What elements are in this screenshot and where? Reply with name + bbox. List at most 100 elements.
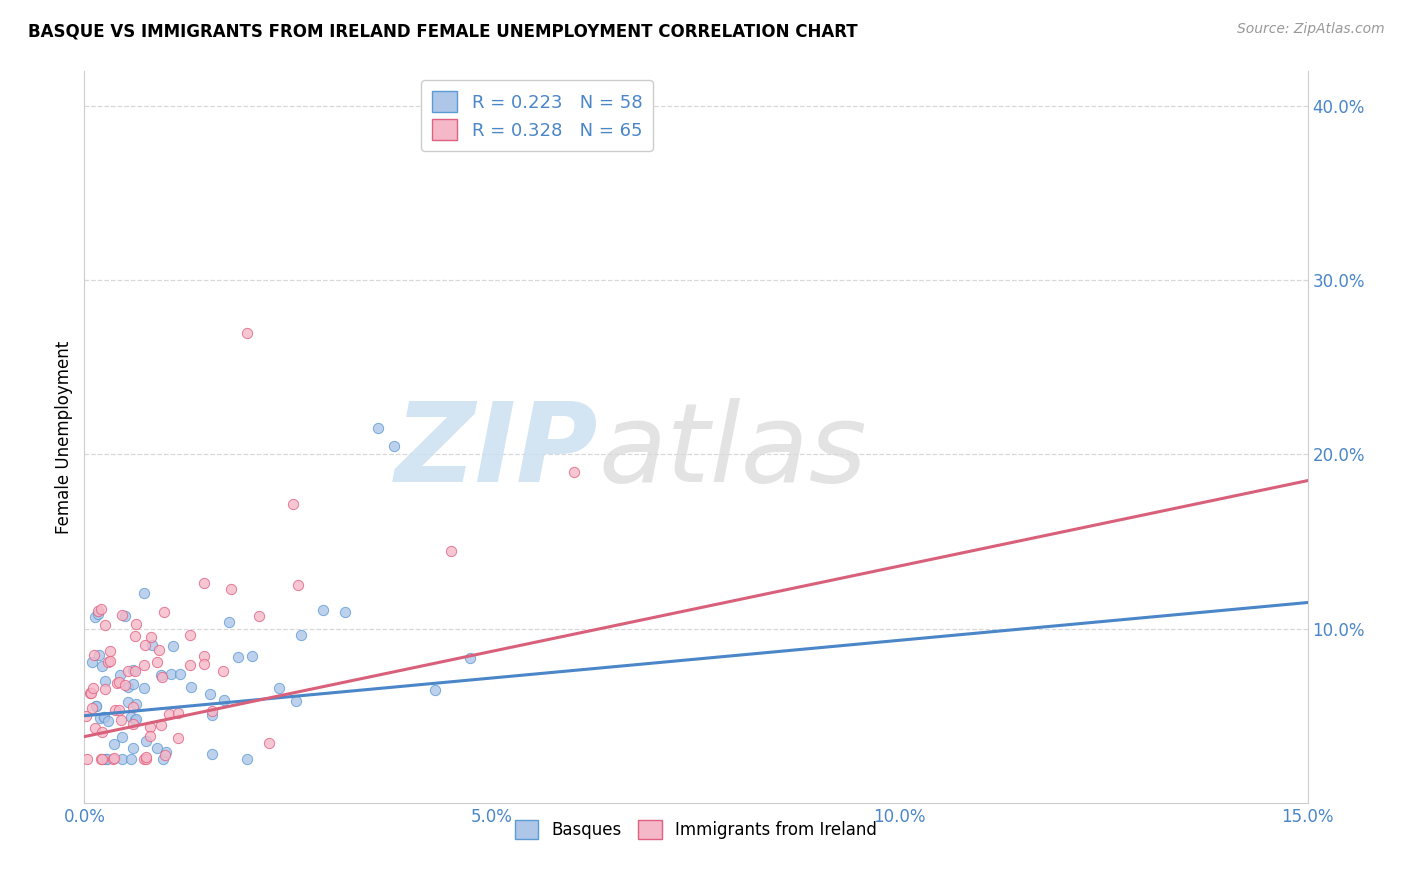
Point: [335, 605, 357, 619]
Point: [87, 604, 110, 618]
Point: [124, 628, 146, 642]
Point: [125, 616, 148, 631]
Point: [425, 682, 447, 697]
Point: [134, 638, 156, 652]
Point: [150, 667, 173, 681]
Point: [180, 680, 202, 694]
Point: [110, 713, 132, 727]
Point: [93, 673, 115, 688]
Point: [84, 699, 107, 714]
Point: [89, 711, 111, 725]
Point: [83, 648, 105, 663]
Point: [193, 649, 215, 664]
Point: [120, 710, 142, 724]
Point: [107, 703, 129, 717]
Point: [125, 697, 148, 711]
Point: [200, 747, 222, 761]
Point: [122, 740, 145, 755]
Point: [155, 745, 177, 759]
Point: [135, 750, 157, 764]
Point: [287, 578, 309, 592]
Point: [122, 700, 145, 714]
Point: [98, 654, 121, 668]
Point: [150, 718, 173, 732]
Point: [104, 703, 127, 717]
Point: [135, 752, 157, 766]
Point: [125, 713, 148, 727]
Point: [94, 618, 117, 632]
Point: [101, 752, 124, 766]
Point: [236, 326, 259, 340]
Point: [120, 752, 142, 766]
Point: [198, 687, 221, 701]
Point: [82, 701, 104, 715]
Text: atlas: atlas: [598, 398, 866, 505]
Point: [90, 602, 112, 616]
Point: [105, 676, 128, 690]
Point: [107, 675, 129, 690]
Point: [90, 752, 112, 766]
Point: [226, 650, 249, 665]
Point: [122, 717, 145, 731]
Point: [236, 752, 259, 766]
Point: [90, 752, 112, 766]
Legend: Basques, Immigrants from Ireland: Basques, Immigrants from Ireland: [508, 814, 884, 846]
Point: [269, 681, 291, 696]
Point: [160, 666, 183, 681]
Point: [132, 586, 155, 600]
Point: [90, 659, 112, 673]
Point: [110, 668, 132, 682]
Point: [382, 439, 405, 453]
Point: [84, 721, 107, 735]
Point: [76, 752, 98, 766]
Point: [114, 608, 136, 623]
Point: [124, 665, 146, 679]
Point: [201, 707, 224, 722]
Point: [193, 657, 215, 671]
Point: [94, 752, 117, 766]
Point: [79, 686, 101, 700]
Point: [80, 686, 103, 700]
Point: [97, 714, 120, 729]
Point: [132, 658, 155, 673]
Point: [96, 752, 118, 766]
Point: [84, 699, 107, 714]
Point: [103, 737, 125, 751]
Point: [82, 655, 104, 669]
Point: [86, 607, 108, 621]
Point: [240, 648, 263, 663]
Point: [111, 752, 134, 766]
Point: [157, 706, 180, 721]
Point: [146, 655, 169, 669]
Point: [247, 608, 270, 623]
Point: [312, 603, 335, 617]
Point: [212, 693, 235, 707]
Point: [221, 582, 243, 596]
Point: [146, 741, 169, 756]
Text: Source: ZipAtlas.com: Source: ZipAtlas.com: [1237, 22, 1385, 37]
Point: [97, 655, 120, 669]
Point: [122, 676, 145, 690]
Point: [162, 639, 184, 653]
Point: [141, 638, 163, 652]
Point: [290, 627, 312, 641]
Point: [75, 708, 97, 723]
Point: [148, 643, 170, 657]
Point: [138, 719, 160, 733]
Text: BASQUE VS IMMIGRANTS FROM IRELAND FEMALE UNEMPLOYMENT CORRELATION CHART: BASQUE VS IMMIGRANTS FROM IRELAND FEMALE…: [28, 22, 858, 40]
Point: [150, 670, 173, 684]
Point: [179, 628, 201, 642]
Point: [139, 631, 162, 645]
Point: [117, 664, 139, 678]
Point: [117, 694, 139, 708]
Point: [139, 729, 162, 743]
Point: [284, 694, 307, 708]
Point: [111, 730, 134, 744]
Point: [93, 710, 115, 724]
Point: [169, 666, 191, 681]
Point: [98, 644, 121, 658]
Point: [152, 605, 174, 619]
Point: [367, 421, 389, 435]
Point: [179, 658, 201, 673]
Point: [103, 751, 125, 765]
